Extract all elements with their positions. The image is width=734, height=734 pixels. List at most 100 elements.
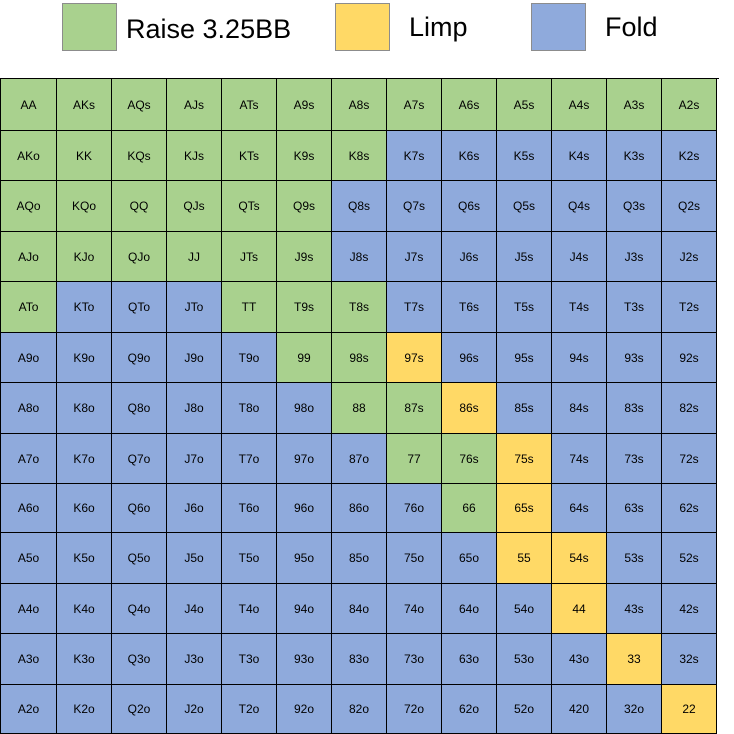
hand-cell-fold: 75o	[387, 533, 442, 584]
hand-cell-limp: 33	[607, 634, 662, 685]
hand-cell-fold: 92o	[277, 685, 332, 734]
hand-cell-fold: Q7s	[387, 181, 442, 232]
hand-cell-raise: T8s	[332, 282, 387, 333]
hand-cell-fold: 42s	[662, 584, 717, 634]
hand-cell-fold: T5o	[222, 533, 277, 584]
hand-cell-fold: Q7o	[112, 434, 167, 484]
hand-cell-fold: 76o	[387, 484, 442, 533]
hand-cell-fold: Q5o	[112, 533, 167, 584]
hand-cell-fold: J7o	[167, 434, 222, 484]
hand-cell-fold: Q9o	[112, 333, 167, 383]
hand-cell-raise: ATo	[1, 282, 57, 333]
hand-cell-fold: 72o	[387, 685, 442, 734]
hand-cell-fold: K9o	[57, 333, 112, 383]
hand-cell-fold: Q8s	[332, 181, 387, 232]
hand-cell-fold: 73s	[607, 434, 662, 484]
hand-cell-fold: 85s	[497, 383, 552, 434]
hand-cell-fold: J7s	[387, 232, 442, 282]
hand-cell-raise: A5s	[497, 79, 552, 131]
legend-swatch-fold	[531, 3, 586, 51]
hand-cell-fold: 52o	[497, 685, 552, 734]
hand-cell-limp: 55	[497, 533, 552, 584]
hand-cell-fold: 94o	[277, 584, 332, 634]
hand-cell-fold: T4o	[222, 584, 277, 634]
hand-cell-fold: J5s	[497, 232, 552, 282]
hand-cell-fold: A2o	[1, 685, 57, 734]
hand-cell-fold: Q6o	[112, 484, 167, 533]
hand-cell-fold: 62o	[442, 685, 497, 734]
hand-cell-fold: 32s	[662, 634, 717, 685]
hand-cell-fold: 92s	[662, 333, 717, 383]
hand-cell-fold: A6o	[1, 484, 57, 533]
hand-cell-fold: 53o	[497, 634, 552, 685]
hand-cell-fold: A4o	[1, 584, 57, 634]
hand-cell-fold: K5o	[57, 533, 112, 584]
hand-cell-fold: 93s	[607, 333, 662, 383]
hand-cell-raise: KQo	[57, 181, 112, 232]
hand-cell-fold: 82o	[332, 685, 387, 734]
hand-cell-fold: T3o	[222, 634, 277, 685]
hand-cell-fold: 74s	[552, 434, 607, 484]
hand-cell-fold: 95s	[497, 333, 552, 383]
hand-cell-raise: KQs	[112, 131, 167, 181]
hand-cell-raise: ATs	[222, 79, 277, 131]
hand-cell-raise: J9s	[277, 232, 332, 282]
hand-cell-fold: 83o	[332, 634, 387, 685]
hand-cell-fold: K4o	[57, 584, 112, 634]
hand-cell-fold: 96o	[277, 484, 332, 533]
hand-cell-fold: J8o	[167, 383, 222, 434]
hand-cell-fold: 420	[552, 685, 607, 734]
hand-cell-fold: A9o	[1, 333, 57, 383]
hand-cell-fold: K5s	[497, 131, 552, 181]
hand-cell-raise: AKs	[57, 79, 112, 131]
hand-cell-fold: 64s	[552, 484, 607, 533]
hand-cell-fold: K7o	[57, 434, 112, 484]
hand-cell-raise: KK	[57, 131, 112, 181]
hand-cell-fold: 84s	[552, 383, 607, 434]
hand-cell-raise: TT	[222, 282, 277, 333]
hand-cell-fold: Q2o	[112, 685, 167, 734]
hand-cell-raise: K9s	[277, 131, 332, 181]
hand-cell-raise: K8s	[332, 131, 387, 181]
legend-label-fold: Fold	[605, 12, 658, 42]
hand-cell-fold: K3s	[607, 131, 662, 181]
hand-cell-fold: T7s	[387, 282, 442, 333]
hand-cell-fold: QTo	[112, 282, 167, 333]
hand-cell-fold: K4s	[552, 131, 607, 181]
legend-label-raise: Raise 3.25BB	[126, 14, 292, 44]
hand-cell-fold: Q6s	[442, 181, 497, 232]
hand-cell-fold: 65o	[442, 533, 497, 584]
hand-cell-fold: 83s	[607, 383, 662, 434]
hand-cell-raise: KJs	[167, 131, 222, 181]
hand-cell-fold: 86o	[332, 484, 387, 533]
hand-cell-raise: AQo	[1, 181, 57, 232]
hand-cell-fold: A3o	[1, 634, 57, 685]
hand-cell-fold: A7o	[1, 434, 57, 484]
hand-cell-limp: 86s	[442, 383, 497, 434]
hand-cell-fold: 72s	[662, 434, 717, 484]
hand-cell-fold: K6s	[442, 131, 497, 181]
hand-cell-fold: J4o	[167, 584, 222, 634]
hand-cell-raise: JTs	[222, 232, 277, 282]
hand-cell-fold: K2s	[662, 131, 717, 181]
hand-cell-fold: Q2s	[662, 181, 717, 232]
hand-cell-fold: JTo	[167, 282, 222, 333]
hand-cell-raise: 77	[387, 434, 442, 484]
hand-cell-fold: 73o	[387, 634, 442, 685]
hand-cell-fold: 43o	[552, 634, 607, 685]
hand-cell-fold: KTo	[57, 282, 112, 333]
hand-cell-raise: QTs	[222, 181, 277, 232]
hand-cell-fold: Q4s	[552, 181, 607, 232]
hand-cell-raise: 98s	[332, 333, 387, 383]
hand-cell-limp: 22	[662, 685, 717, 734]
hand-cell-fold: T3s	[607, 282, 662, 333]
hand-cell-raise: 87s	[387, 383, 442, 434]
hand-cell-fold: J4s	[552, 232, 607, 282]
hand-cell-fold: 54o	[497, 584, 552, 634]
hand-cell-raise: 66	[442, 484, 497, 533]
hand-cell-fold: 53s	[607, 533, 662, 584]
hand-cell-raise: 88	[332, 383, 387, 434]
hand-cell-fold: K7s	[387, 131, 442, 181]
hand-cell-raise: AJo	[1, 232, 57, 282]
hand-cell-raise: T9s	[277, 282, 332, 333]
